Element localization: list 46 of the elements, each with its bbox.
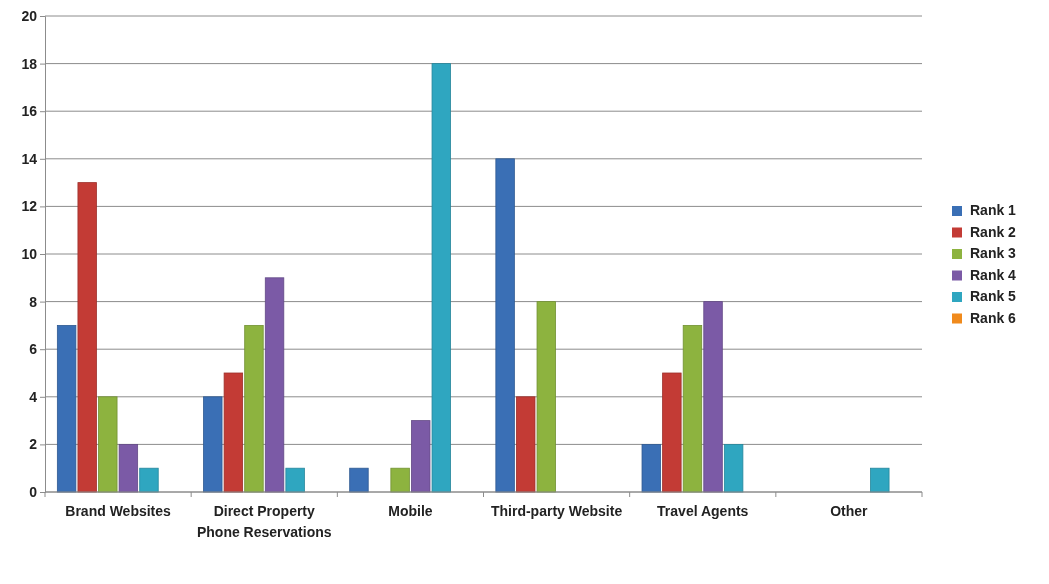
bar — [223, 372, 244, 493]
bar — [703, 301, 723, 493]
legend-label: Rank 5 — [970, 288, 1017, 304]
x-tick-label: Direct Property Phone Reservations — [196, 503, 332, 540]
bar — [870, 467, 890, 493]
legend-label: Rank 3 — [970, 245, 1017, 261]
bar — [682, 325, 703, 493]
bar — [349, 467, 369, 493]
y-tick-label: 20 — [21, 7, 38, 24]
legend-label: Rank 6 — [970, 309, 1017, 326]
y-tick-label: 16 — [21, 103, 38, 120]
bar — [641, 444, 661, 493]
legend-label: Rank 1 — [970, 202, 1017, 218]
bar — [431, 63, 451, 493]
x-tick-label: Brand Websites — [65, 503, 172, 519]
legend-label: Rank 2 — [970, 223, 1017, 240]
bar — [536, 301, 556, 493]
bar — [411, 420, 431, 493]
bar — [77, 182, 97, 493]
y-tick-label: 4 — [29, 388, 38, 405]
bar — [244, 325, 264, 493]
bar — [495, 158, 515, 493]
y-tick-label: 10 — [21, 245, 38, 262]
bar — [139, 467, 159, 493]
bar — [285, 467, 305, 493]
bar — [118, 444, 139, 493]
bar — [723, 444, 744, 493]
bar — [98, 396, 118, 493]
y-tick-label: 12 — [21, 198, 38, 215]
y-tick-label: 0 — [29, 483, 38, 500]
x-tick-label: Mobile — [388, 503, 433, 519]
y-tick-label: 18 — [21, 55, 38, 72]
bar — [662, 372, 682, 493]
x-tick-label: Other — [830, 503, 869, 519]
x-tick-label: Third-party Website — [490, 503, 623, 519]
y-tick-label: 14 — [21, 150, 38, 167]
y-tick-label: 8 — [29, 293, 38, 310]
bar — [203, 396, 223, 493]
bar — [390, 467, 410, 493]
y-tick-label: 2 — [29, 436, 38, 453]
bar — [56, 325, 77, 493]
y-tick-label: 6 — [29, 341, 38, 358]
x-tick-label: Travel Agents — [657, 503, 749, 519]
bar — [264, 277, 285, 493]
legend-label: Rank 4 — [970, 266, 1017, 283]
bar — [516, 396, 536, 493]
